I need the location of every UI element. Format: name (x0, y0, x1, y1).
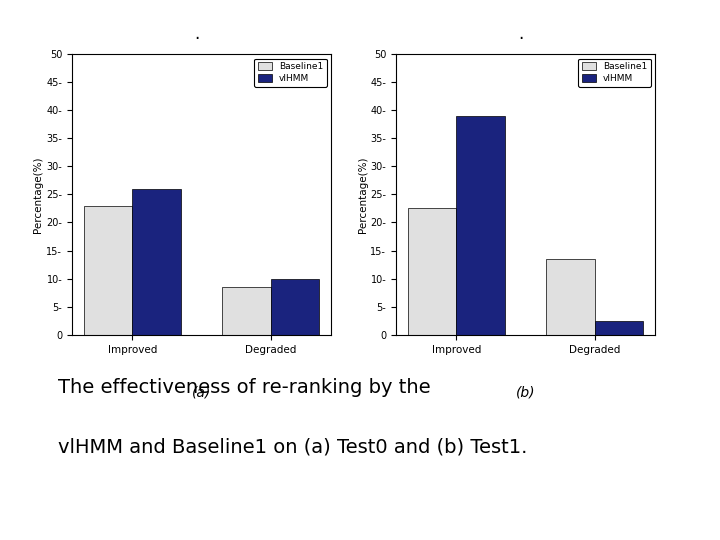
Bar (456, 116, 505, 335)
Bar (222, 287, 271, 335)
Y-axis label: Percentage(%): Percentage(%) (34, 156, 43, 233)
Text: The effectiveness of re-ranking by the: The effectiveness of re-ranking by the (58, 378, 431, 397)
Bar (546, 259, 595, 335)
Legend: Baseline1, vlHMM: Baseline1, vlHMM (254, 58, 327, 87)
Text: ·: · (194, 30, 199, 49)
Bar (271, 279, 320, 335)
Text: (b): (b) (516, 386, 536, 400)
Legend: Baseline1, vlHMM: Baseline1, vlHMM (578, 58, 651, 87)
Bar (84, 206, 132, 335)
Y-axis label: Percentage(%): Percentage(%) (358, 156, 367, 233)
Text: ·: · (518, 30, 523, 49)
Text: vlHMM and Baseline1 on (a) Test0 and (b) Test1.: vlHMM and Baseline1 on (a) Test0 and (b)… (58, 437, 527, 456)
Bar (408, 208, 456, 335)
Bar (132, 189, 181, 335)
Bar (595, 321, 644, 335)
Text: (a): (a) (192, 386, 211, 400)
